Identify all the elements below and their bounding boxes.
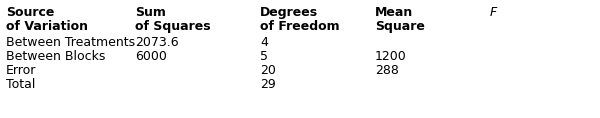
Text: Mean: Mean — [375, 6, 413, 19]
Text: 2073.6: 2073.6 — [135, 36, 179, 49]
Text: F: F — [490, 6, 497, 19]
Text: 5: 5 — [260, 50, 268, 63]
Text: Square: Square — [375, 20, 425, 33]
Text: 6000: 6000 — [135, 50, 167, 63]
Text: of Freedom: of Freedom — [260, 20, 340, 33]
Text: Sum: Sum — [135, 6, 166, 19]
Text: Source: Source — [6, 6, 55, 19]
Text: Between Treatments: Between Treatments — [6, 36, 135, 49]
Text: of Variation: of Variation — [6, 20, 88, 33]
Text: Between Blocks: Between Blocks — [6, 50, 106, 63]
Text: 288: 288 — [375, 64, 399, 77]
Text: of Squares: of Squares — [135, 20, 211, 33]
Text: 1200: 1200 — [375, 50, 407, 63]
Text: 29: 29 — [260, 78, 276, 91]
Text: 20: 20 — [260, 64, 276, 77]
Text: Error: Error — [6, 64, 37, 77]
Text: Degrees: Degrees — [260, 6, 318, 19]
Text: Total: Total — [6, 78, 35, 91]
Text: 4: 4 — [260, 36, 268, 49]
